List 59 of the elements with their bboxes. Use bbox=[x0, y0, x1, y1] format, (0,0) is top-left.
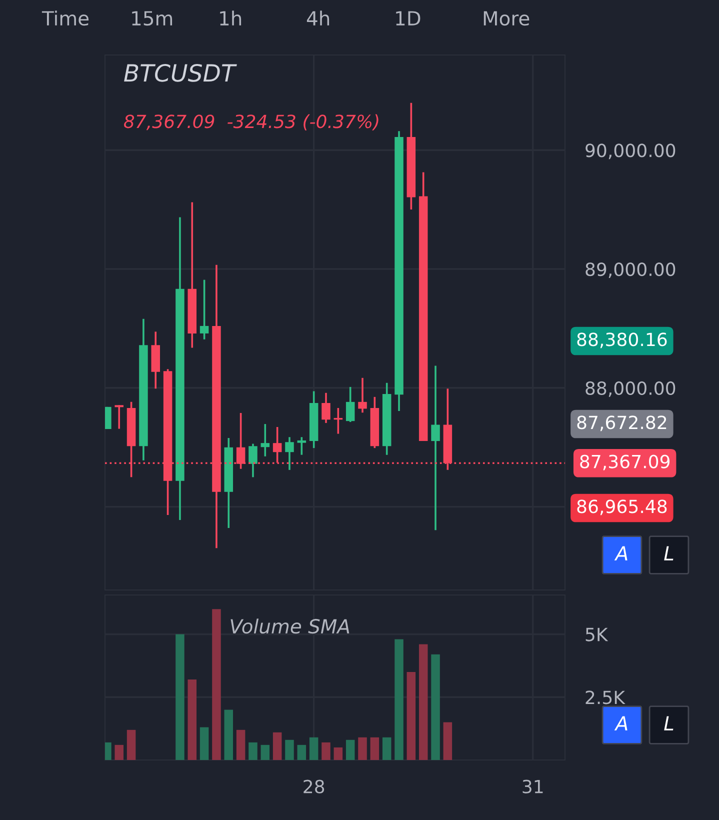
bar bbox=[200, 727, 209, 760]
candlestick bbox=[346, 386, 355, 423]
candlestick bbox=[114, 404, 124, 430]
bar bbox=[370, 737, 380, 760]
bar bbox=[114, 744, 124, 760]
bar bbox=[382, 737, 392, 760]
bar bbox=[176, 634, 184, 760]
text: 86,965.48 bbox=[577, 500, 667, 516]
bar bbox=[224, 710, 234, 760]
bar bbox=[272, 732, 282, 760]
bar bbox=[358, 737, 367, 760]
candlestick bbox=[285, 436, 294, 471]
candlestick bbox=[200, 278, 209, 340]
bar bbox=[260, 744, 270, 760]
bar bbox=[443, 722, 452, 760]
bar bbox=[406, 672, 416, 760]
bar bbox=[297, 744, 306, 760]
text: A bbox=[614, 716, 628, 730]
x-tick-label: 28 bbox=[304, 780, 324, 794]
candlestick bbox=[260, 423, 270, 458]
text: 1h bbox=[220, 10, 242, 26]
text: A bbox=[614, 546, 628, 560]
chart-title: BTCUSDT bbox=[124, 64, 237, 82]
bar bbox=[431, 654, 440, 760]
y-tick-label: 89,000.00 bbox=[586, 262, 676, 278]
bar bbox=[236, 730, 246, 760]
y-tick-label: 88,000.00 bbox=[586, 381, 676, 397]
bar bbox=[188, 680, 197, 760]
bar bbox=[248, 742, 258, 760]
text: Time bbox=[42, 10, 89, 26]
bar bbox=[334, 747, 343, 760]
bar bbox=[212, 609, 221, 760]
bar bbox=[394, 639, 404, 760]
text: 15m bbox=[132, 11, 172, 26]
text: 4h bbox=[306, 10, 330, 26]
bar bbox=[126, 730, 136, 760]
text: 1D bbox=[396, 11, 420, 26]
y-tick-label: 90,000.00 bbox=[586, 144, 676, 160]
bar bbox=[418, 644, 428, 760]
y-tick-label: 5K bbox=[586, 628, 608, 642]
text: 87,672.82 bbox=[577, 416, 666, 432]
ref-line-label: 87,367.09 bbox=[580, 454, 670, 470]
text: L bbox=[664, 716, 674, 730]
text: L bbox=[664, 546, 674, 560]
x-tick-label: 31 bbox=[522, 780, 543, 794]
candlestick bbox=[322, 392, 330, 424]
bar bbox=[322, 742, 330, 760]
candlestick bbox=[297, 436, 306, 456]
bar bbox=[285, 740, 294, 760]
text: 87,367.09 -324.53 (-0.37%) bbox=[124, 114, 378, 130]
bar bbox=[309, 737, 318, 760]
text: More bbox=[484, 11, 530, 26]
candlestick bbox=[248, 442, 258, 478]
bar bbox=[346, 740, 355, 760]
candlestick bbox=[358, 376, 367, 414]
candlestick bbox=[431, 364, 440, 531]
y-tick-label: 2.5K bbox=[586, 690, 626, 704]
text: 88,380.16 bbox=[577, 332, 667, 348]
text: Volume SMA bbox=[230, 618, 350, 634]
